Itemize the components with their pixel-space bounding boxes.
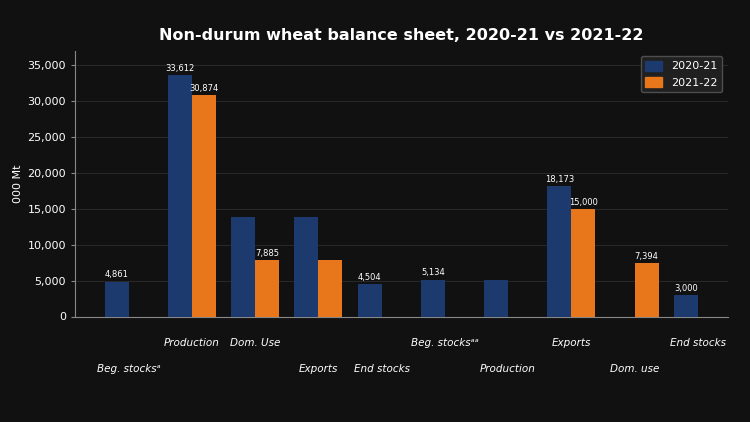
Bar	[168, 75, 192, 316]
Bar	[674, 295, 698, 316]
Title: Non-durum wheat balance sheet, 2020-21 vs 2021-22: Non-durum wheat balance sheet, 2020-21 v…	[159, 27, 644, 43]
Bar	[548, 186, 572, 316]
Text: 33,612: 33,612	[165, 64, 194, 73]
Text: Beg. stocksᵃᵃ: Beg. stocksᵃᵃ	[411, 338, 478, 348]
Text: Beg. stocksᵃ: Beg. stocksᵃ	[97, 364, 160, 374]
Bar	[572, 209, 596, 316]
Bar	[295, 217, 319, 316]
Bar	[421, 280, 445, 316]
Text: 30,874: 30,874	[189, 84, 218, 92]
Text: Production: Production	[164, 338, 220, 348]
Bar	[105, 281, 129, 316]
Y-axis label: 000 Mt: 000 Mt	[13, 164, 23, 203]
Bar	[634, 263, 658, 316]
Bar	[192, 95, 216, 316]
Text: 3,000: 3,000	[674, 284, 698, 293]
Text: 15,000: 15,000	[569, 197, 598, 206]
Text: Dom. Use: Dom. Use	[230, 338, 280, 348]
Text: Dom. use: Dom. use	[610, 364, 659, 374]
Bar	[358, 284, 382, 316]
Bar	[231, 217, 255, 316]
Text: Exports: Exports	[552, 338, 591, 348]
Text: 7,394: 7,394	[634, 252, 658, 261]
Text: 5,134: 5,134	[421, 268, 445, 277]
Text: 18,173: 18,173	[544, 175, 574, 184]
Legend: 2020-21, 2021-22: 2020-21, 2021-22	[641, 56, 722, 92]
Bar	[255, 260, 279, 316]
Text: 4,861: 4,861	[105, 271, 128, 279]
Bar	[484, 280, 508, 316]
Text: End stocks: End stocks	[670, 338, 726, 348]
Text: Exports: Exports	[298, 364, 338, 374]
Text: Production: Production	[480, 364, 536, 374]
Text: End stocks: End stocks	[354, 364, 410, 374]
Bar	[319, 260, 343, 316]
Text: 7,885: 7,885	[255, 249, 279, 258]
Text: 4,504: 4,504	[358, 273, 382, 282]
